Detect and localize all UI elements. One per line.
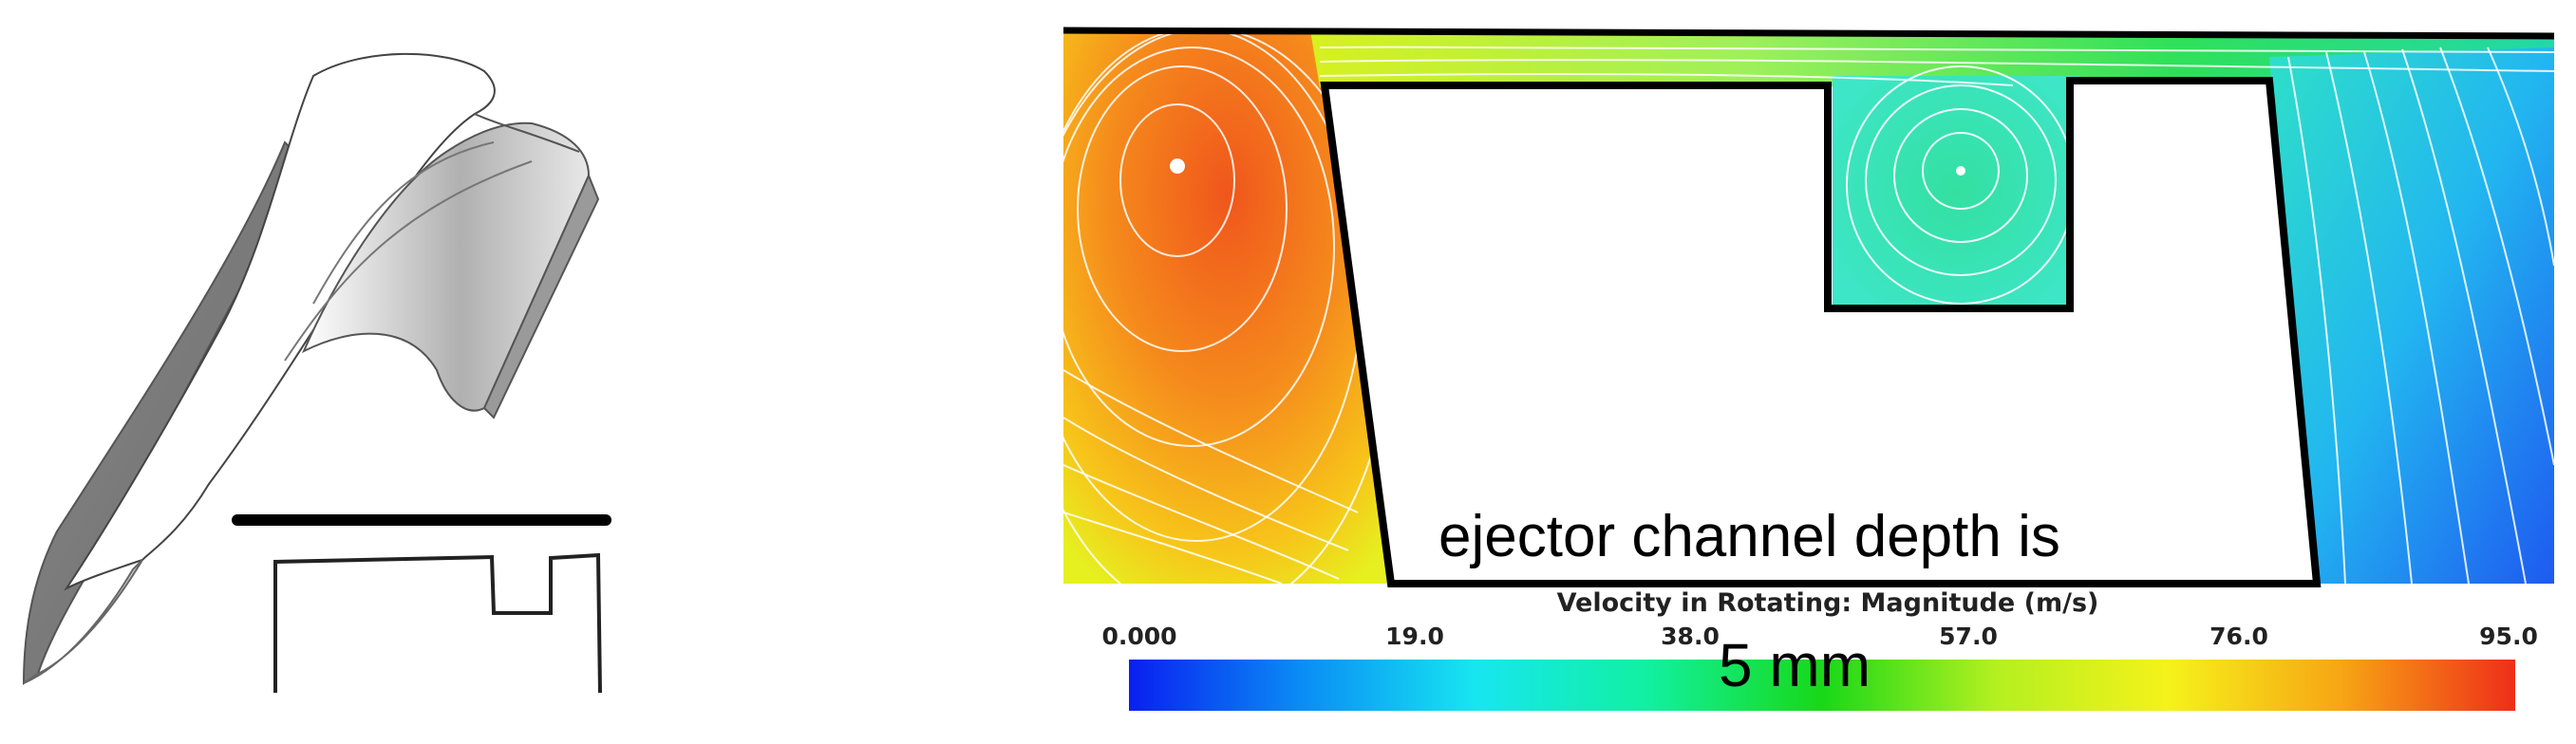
blade-edge-line — [474, 113, 580, 153]
blade-base-strip — [23, 559, 143, 684]
colorbar-tick-label: 19.0 — [1385, 623, 1444, 650]
colorbar-tick-label: 76.0 — [2209, 623, 2268, 650]
right-flow-region — [2269, 47, 2554, 584]
colorbar-tick-label: 95.0 — [2479, 623, 2538, 650]
blade-3d-render — [22, 52, 600, 685]
colorbar-gradient — [1129, 660, 2515, 711]
colorbar-tick-label: 0.000 — [1101, 623, 1177, 650]
blade-right-flank — [482, 173, 600, 419]
channel-schematic — [232, 514, 611, 694]
blade-edge-line — [312, 141, 495, 305]
left-vortex-core — [1170, 158, 1185, 174]
colorbar-tick-label: 38.0 — [1661, 623, 1720, 650]
caption-line-2: 5 mm — [1719, 631, 1871, 699]
right-flow-streamlines — [2287, 46, 2555, 585]
top-gap-flow — [1310, 30, 2554, 87]
caption-line-1: ejector channel depth is — [1438, 504, 2060, 569]
cfd-streamline-plot — [1020, 19, 2564, 618]
velocity-colorbar: Velocity in Rotating: Magnitude (m/s) 0.… — [1101, 588, 2538, 731]
slot-vortex-core — [1956, 166, 1965, 176]
colorbar-tick-label: 57.0 — [1939, 623, 1998, 650]
blade-outer-surface — [64, 52, 496, 591]
blade-illustration-panel — [0, 0, 665, 739]
blade-edge-line — [284, 160, 533, 362]
slot-vortex-region — [1833, 76, 2079, 332]
channel-profile-outline — [273, 552, 602, 694]
colorbar-title: Velocity in Rotating: Magnitude (m/s) — [1556, 588, 2099, 618]
rotor-block-with-slot — [1320, 77, 2322, 587]
velocity-field — [1020, 27, 2555, 618]
casing-boundary — [1062, 27, 2555, 40]
left-vortex-region — [1063, 28, 1391, 584]
